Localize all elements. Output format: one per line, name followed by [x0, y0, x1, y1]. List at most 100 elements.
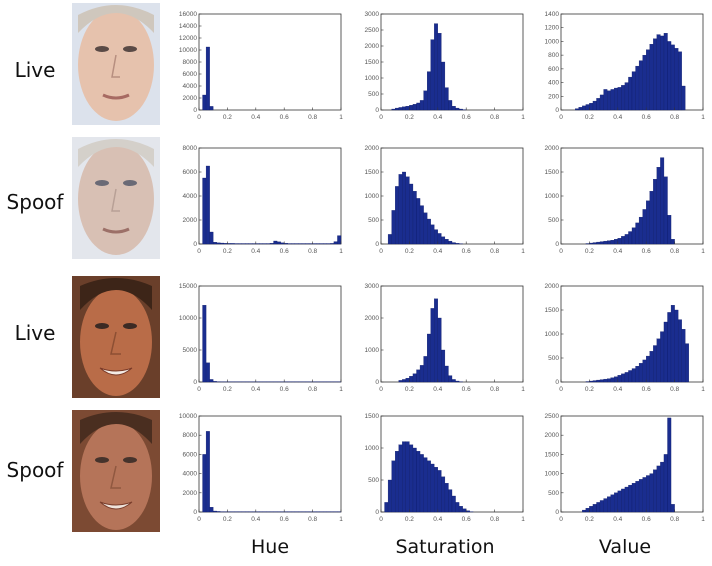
histogram-bar — [205, 362, 210, 383]
histogram-bar — [638, 479, 643, 513]
y-tick-label: 0 — [193, 509, 197, 516]
x-tick-label: 0.8 — [308, 248, 317, 255]
histogram-bar — [660, 35, 665, 111]
y-tick-label: 0 — [555, 509, 559, 516]
histogram-bar — [448, 375, 453, 383]
x-tick-label: 1 — [701, 248, 705, 255]
y-tick-label: 0 — [375, 241, 379, 248]
histogram-bar — [685, 343, 689, 383]
histogram-bar — [646, 200, 650, 245]
x-tick-label: 0.8 — [490, 386, 499, 393]
histogram-bar — [631, 71, 636, 111]
y-tick-label: 500 — [548, 217, 559, 224]
y-tick-label: 2000 — [545, 283, 560, 290]
x-tick-label: 0 — [197, 386, 201, 393]
histogram-bar — [213, 510, 217, 513]
histogram-bar — [596, 241, 601, 245]
plot-frame — [380, 285, 524, 383]
histogram-bar — [427, 71, 431, 111]
histogram-bar — [419, 365, 424, 383]
histogram-bar — [269, 243, 274, 245]
histogram-bar — [635, 481, 640, 513]
histogram-bar — [649, 191, 654, 245]
histogram-bar — [391, 108, 396, 111]
histogram-bar — [423, 212, 428, 245]
histogram-bar — [656, 167, 661, 245]
hist-row3-value: 0 500 1000 1500 2000 0 0.2 0.4 0.6 0.8 1 — [545, 283, 706, 393]
histogram-bar — [674, 48, 679, 111]
x-tick-label: 0 — [559, 114, 563, 121]
histogram-bar — [284, 243, 288, 245]
histogram-bar — [642, 359, 647, 383]
x-tick-label: 0 — [379, 386, 383, 393]
x-tick-label: 0.6 — [280, 114, 289, 121]
histogram-bar — [667, 41, 672, 111]
histogram-bar — [646, 475, 650, 513]
y-tick-label: 400 — [548, 80, 559, 87]
histogram-bar — [656, 338, 661, 383]
histogram-bar — [448, 100, 453, 111]
x-tick-label: 1 — [339, 386, 343, 393]
y-tick-label: 1500 — [545, 307, 560, 314]
row-label-4: Spoof — [6, 458, 64, 482]
x-tick-label: 0.2 — [223, 516, 232, 523]
histogram-bar — [409, 376, 414, 383]
y-tick-label: 1400 — [545, 11, 560, 18]
histogram-bar — [202, 94, 207, 111]
histogram-bar — [419, 454, 424, 513]
y-tick-label: 500 — [368, 477, 379, 484]
histogram-bar — [635, 222, 640, 245]
x-tick-label: 0.6 — [462, 248, 471, 255]
hist-row1-value: 0 200 400 600 800 1000 1200 1400 0 0.2 0.4 0.6 0.8 1 — [545, 11, 706, 121]
histogram-bar — [437, 233, 442, 245]
x-tick-label: 0.6 — [642, 386, 651, 393]
x-tick-label: 0.2 — [585, 516, 594, 523]
hist-row3-saturation: 0 1000 2000 3000 0 0.2 0.4 0.6 0.8 1 — [365, 283, 526, 393]
x-tick-label: 0.8 — [670, 248, 679, 255]
histogram-bar — [405, 176, 410, 245]
histogram-bar — [427, 333, 431, 383]
x-tick-label: 0.8 — [308, 516, 317, 523]
histogram-bar — [677, 319, 682, 383]
histogram-bar — [273, 240, 278, 245]
histogram-bar — [610, 494, 615, 513]
histogram-bar — [437, 470, 442, 513]
histogram-bar — [437, 33, 442, 111]
histogram-bar — [603, 378, 608, 383]
column-label-hue: Hue — [250, 536, 290, 558]
x-tick-label: 1 — [339, 248, 343, 255]
histogram-bar — [434, 229, 438, 245]
x-tick-label: 0.6 — [462, 386, 471, 393]
histogram-bar — [592, 100, 597, 111]
x-tick-label: 0.6 — [280, 248, 289, 255]
y-tick-label: 1500 — [545, 169, 560, 176]
x-tick-label: 1 — [339, 516, 343, 523]
histogram-bar — [660, 331, 665, 383]
histogram-bar — [621, 236, 626, 245]
y-tick-label: 2500 — [545, 413, 560, 420]
histogram-bar — [599, 500, 604, 513]
y-tick-label: 0 — [555, 107, 559, 114]
histogram-bar — [395, 107, 399, 111]
histogram-bar — [674, 309, 679, 383]
histogram-bar — [395, 186, 399, 245]
histogram-bar — [670, 44, 675, 111]
column-label-value: Value — [598, 536, 652, 558]
x-tick-label: 0.2 — [585, 386, 594, 393]
histogram-bar — [230, 243, 235, 245]
y-tick-label: 1500 — [545, 451, 560, 458]
histogram-bar — [220, 242, 224, 245]
histogram-bar — [444, 239, 449, 245]
histogram-bar — [624, 234, 629, 245]
histogram-bar — [430, 224, 435, 245]
histogram-bar — [614, 87, 618, 111]
x-tick-label: 0.6 — [462, 516, 471, 523]
histogram-bar — [603, 498, 608, 513]
histogram-bar — [398, 380, 403, 383]
x-tick-label: 1 — [701, 114, 705, 121]
histogram-bar — [209, 231, 214, 245]
x-tick-label: 1 — [521, 248, 525, 255]
histogram-bar — [599, 379, 604, 383]
histogram-bar — [430, 39, 435, 111]
y-tick-label: 0 — [193, 241, 197, 248]
